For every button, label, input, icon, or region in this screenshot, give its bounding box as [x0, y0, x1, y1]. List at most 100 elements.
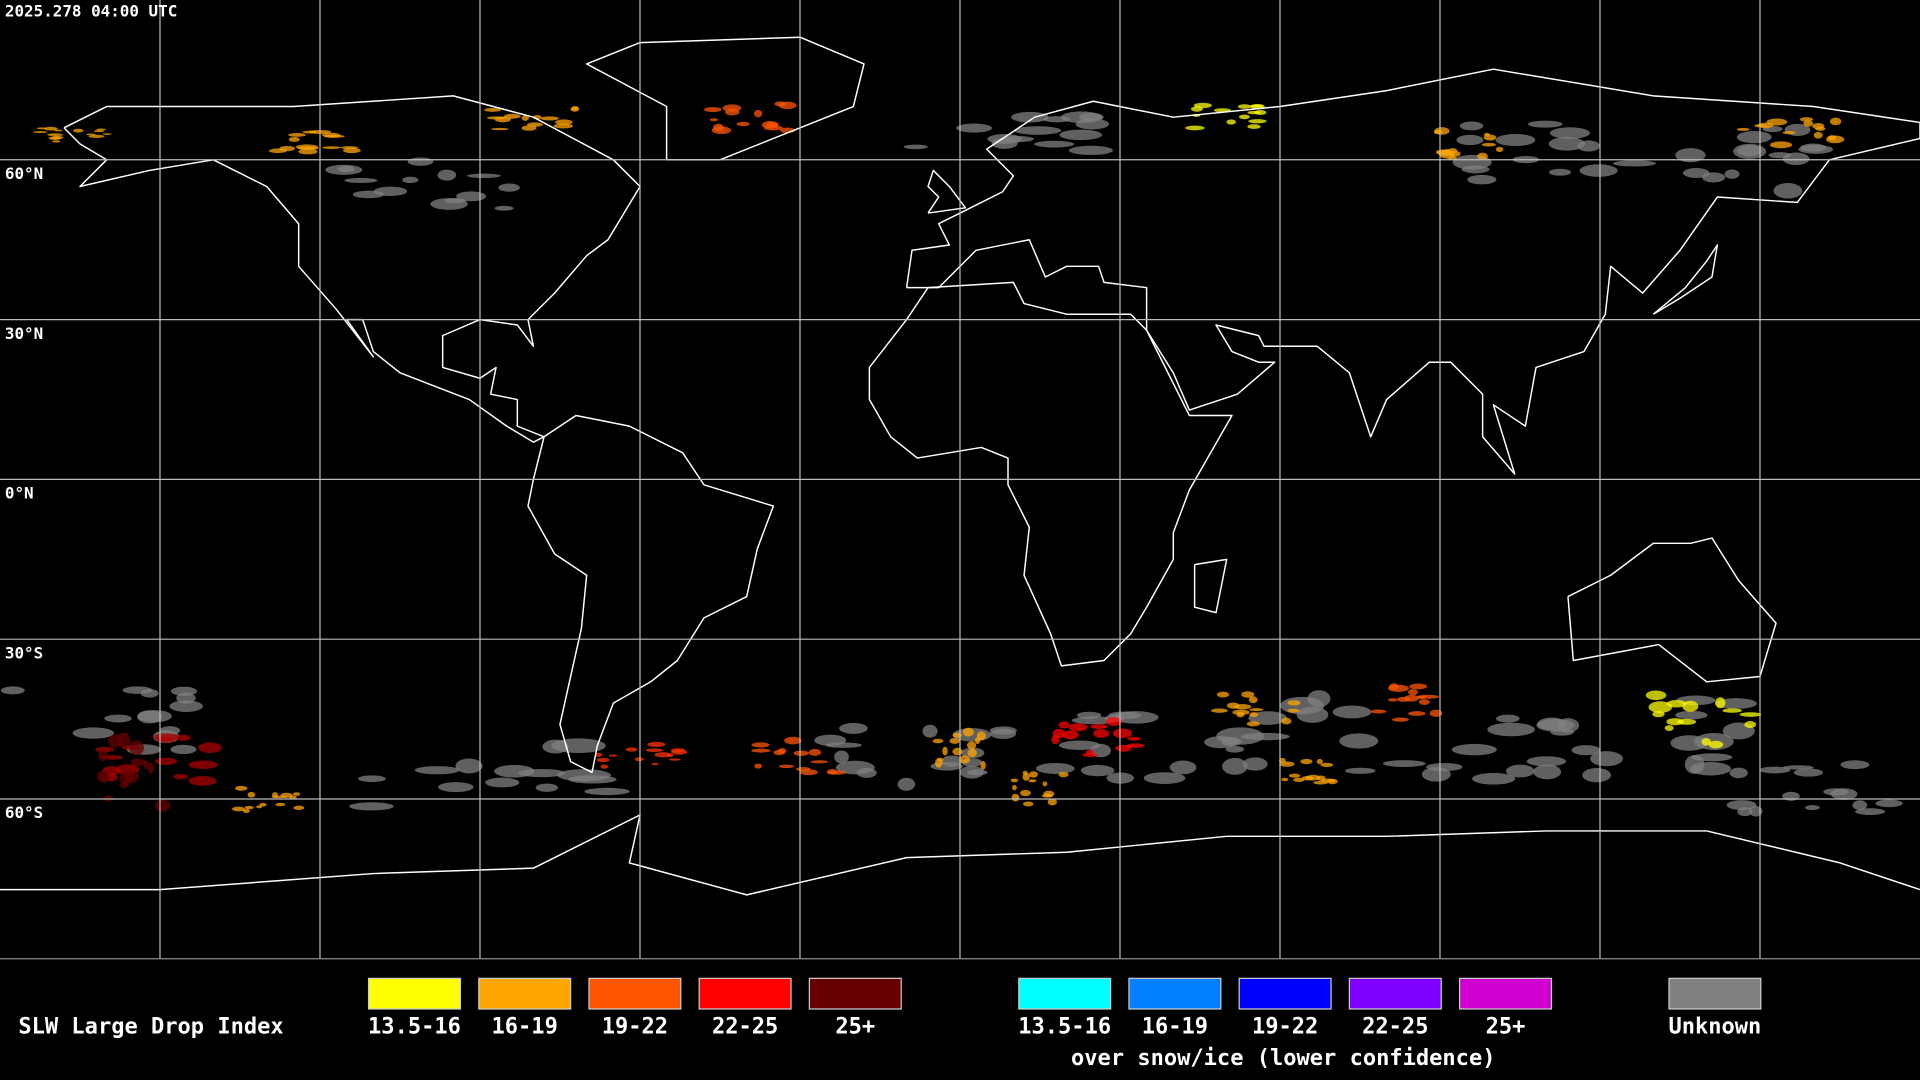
coastline — [527, 414, 775, 774]
cloud — [1726, 800, 1757, 811]
legend-swatch — [1238, 977, 1332, 1010]
legend-label: 16-19 — [492, 1014, 558, 1039]
coastline — [1652, 244, 1719, 315]
cloud — [0, 686, 25, 695]
cloud — [608, 754, 618, 757]
cloud — [1715, 698, 1758, 709]
cloud — [1313, 780, 1329, 785]
cloud — [1370, 709, 1387, 714]
cloud — [1590, 751, 1624, 767]
cloud — [1035, 762, 1075, 774]
cloud — [952, 747, 963, 756]
cloud — [540, 116, 560, 121]
cloud — [1227, 702, 1240, 709]
cloud — [85, 133, 96, 136]
cloud — [72, 128, 84, 133]
cloud — [555, 119, 573, 125]
cloud — [1426, 762, 1463, 772]
cloud — [159, 726, 181, 735]
legend-title: SLW Large Drop Index — [18, 1014, 283, 1039]
cloud — [704, 107, 722, 113]
cloud — [93, 130, 105, 133]
cloud — [897, 777, 916, 791]
cloud — [1666, 718, 1684, 726]
cloud — [1495, 146, 1504, 153]
cloud — [670, 748, 686, 753]
cloud — [711, 126, 731, 135]
cloud — [1332, 705, 1372, 719]
cloud — [1062, 730, 1079, 740]
cloud — [1388, 683, 1399, 691]
cloud — [47, 133, 64, 137]
legend-swatch — [808, 977, 902, 1010]
cloud — [231, 806, 245, 812]
cloud — [596, 757, 610, 763]
cloud — [1249, 712, 1259, 718]
cloud — [1827, 135, 1837, 141]
cloud — [1852, 800, 1868, 811]
cloud — [1477, 152, 1488, 160]
cloud — [826, 768, 838, 775]
cloud — [1238, 114, 1250, 120]
cloud — [903, 144, 928, 150]
legend-swatch — [1128, 977, 1222, 1010]
cloud — [1495, 133, 1536, 147]
cloud — [1248, 696, 1258, 704]
lat-label: 60°N — [5, 164, 43, 183]
cloud — [1058, 721, 1070, 729]
cloud — [1481, 142, 1497, 147]
cloud — [244, 805, 254, 810]
legend-swatch — [1458, 977, 1553, 1010]
cloud — [1744, 721, 1757, 729]
cloud — [1749, 805, 1763, 817]
cloud — [259, 802, 267, 807]
cloud — [280, 792, 293, 798]
cloud — [736, 121, 750, 127]
cloud — [1645, 690, 1667, 701]
legend-label: 13.5-16 — [1018, 1014, 1111, 1039]
cloud — [1112, 728, 1132, 739]
cloud — [1684, 755, 1705, 774]
cloud — [932, 738, 944, 744]
cloud — [1766, 118, 1788, 126]
cloud — [1388, 698, 1398, 702]
cloud — [1782, 131, 1796, 135]
cloud — [407, 157, 434, 166]
cloud — [494, 205, 514, 211]
cloud — [778, 101, 797, 110]
cloud — [949, 738, 960, 744]
cloud — [835, 760, 875, 775]
cloud — [966, 769, 988, 776]
cloud — [1090, 724, 1108, 730]
cloud — [130, 758, 146, 767]
cloud — [1254, 110, 1267, 115]
cloud — [352, 190, 385, 199]
cloud — [980, 760, 986, 770]
cloud — [1701, 737, 1711, 746]
cloud — [1249, 708, 1264, 712]
cloud — [1434, 127, 1450, 135]
cloud — [1577, 140, 1600, 152]
cloud — [1548, 137, 1586, 151]
cloud — [1805, 805, 1820, 811]
cloud — [834, 750, 849, 764]
cloud — [484, 107, 502, 112]
cloud — [143, 760, 150, 770]
cloud — [942, 746, 948, 756]
cloud — [119, 771, 134, 785]
cloud — [105, 773, 118, 782]
cloud — [1281, 777, 1289, 782]
cloud — [1803, 120, 1814, 127]
cloud — [198, 742, 222, 754]
cloud — [1247, 124, 1261, 129]
cloud — [796, 767, 811, 772]
cloud — [1078, 112, 1104, 122]
cloud — [1043, 790, 1055, 798]
cloud — [295, 144, 319, 150]
cloud — [414, 766, 460, 775]
cloud — [104, 714, 132, 723]
cloud — [1429, 709, 1443, 717]
cloud — [1081, 752, 1098, 757]
cloud — [570, 107, 580, 112]
cloud — [535, 783, 559, 792]
